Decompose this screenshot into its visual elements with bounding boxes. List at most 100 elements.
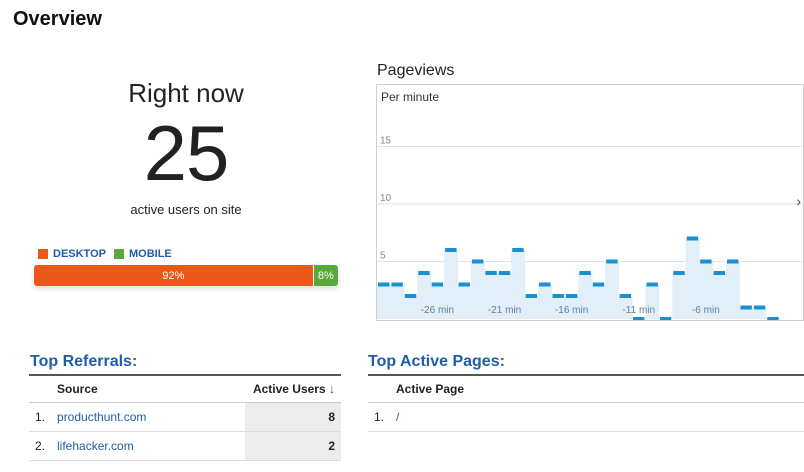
top-referrals-title: Top Referrals:: [30, 353, 138, 370]
data-point: [579, 271, 591, 275]
data-point: [767, 317, 779, 320]
referral-source[interactable]: producthunt.com: [51, 402, 245, 432]
desktop-swatch: [38, 249, 48, 259]
pageviews-title: Pageviews: [377, 62, 455, 79]
data-bar: [403, 296, 418, 319]
data-bar: [430, 284, 445, 319]
data-point: [552, 294, 564, 298]
y-tick-label: 5: [380, 251, 386, 262]
y-tick-label: 10: [380, 193, 392, 204]
x-tick-label: -26 min: [421, 305, 454, 316]
data-point: [700, 259, 712, 264]
x-tick-label: -6 min: [692, 305, 720, 316]
data-point: [753, 305, 766, 310]
data-point: [619, 294, 632, 298]
mobile-share-segment[interactable]: 8%: [312, 265, 338, 286]
data-point: [404, 294, 417, 298]
data-bar: [605, 261, 620, 319]
active-users-count: 25: [143, 109, 230, 197]
data-bar: [390, 284, 405, 319]
data-bar: [497, 273, 512, 319]
data-bar: [564, 296, 579, 319]
data-point: [391, 282, 403, 287]
col-active-users[interactable]: Active Users ↓: [245, 375, 341, 403]
data-point: [673, 271, 685, 275]
data-bar: [551, 296, 566, 319]
active-page-link[interactable]: /: [396, 409, 400, 424]
row-rank: 1.: [29, 402, 52, 432]
data-bar: [511, 250, 526, 319]
page-title: Overview: [13, 8, 102, 30]
data-point: [565, 294, 578, 298]
legend-desktop-label: DESKTOP: [53, 248, 106, 260]
data-bar: [417, 273, 432, 319]
referral-users: 8: [245, 402, 341, 432]
data-point: [458, 282, 470, 287]
legend-mobile-label: MOBILE: [128, 248, 172, 260]
col-rank: [29, 375, 52, 403]
data-point: [740, 305, 752, 310]
data-bar: [618, 296, 633, 319]
table-row: 2. lifehacker.com 2: [29, 431, 341, 461]
col-rank: [368, 375, 391, 403]
data-point: [498, 271, 511, 275]
data-point: [633, 317, 645, 320]
data-point: [539, 282, 551, 287]
data-bar: [645, 284, 660, 319]
row-rank: 1.: [368, 402, 391, 432]
x-tick-label: -21 min: [488, 305, 521, 316]
data-bar: [578, 273, 593, 319]
data-point: [431, 282, 444, 287]
data-point: [485, 271, 497, 275]
data-point: [525, 294, 538, 298]
data-bar: [712, 273, 727, 319]
data-point: [686, 236, 699, 241]
pageviews-chart[interactable]: Per minute 5 10 15 -26 min -21 min -16 min -11 …: [376, 84, 804, 321]
active-page-path[interactable]: /: [390, 402, 804, 432]
pageviews-chart-svg: Per minute 5 10 15 -26 min -21 min -16 min -11 …: [377, 90, 803, 320]
data-bar: [538, 284, 553, 319]
data-bar: [484, 273, 499, 319]
y-tick-label: 15: [380, 136, 392, 147]
data-bar: [591, 284, 606, 319]
table-header-row: Source Active Users ↓: [29, 375, 341, 403]
row-rank: 2.: [29, 431, 52, 461]
data-point: [445, 248, 457, 252]
data-point: [606, 259, 618, 264]
desktop-share-segment[interactable]: 92%: [34, 265, 313, 286]
table-header-row: Active Page: [368, 375, 804, 403]
data-point: [378, 282, 390, 287]
x-tick-label: -11 min: [622, 305, 655, 316]
active-users-label: active users on site: [130, 202, 242, 217]
chevron-right-icon[interactable]: ›: [796, 193, 801, 209]
referral-link[interactable]: producthunt.com: [57, 409, 147, 424]
col-source[interactable]: Source: [51, 375, 245, 403]
table-row: 1. /: [368, 402, 804, 432]
mobile-swatch: [113, 249, 124, 259]
top-active-pages-title: Top Active Pages:: [368, 353, 505, 370]
referral-link[interactable]: lifehacker.com: [57, 438, 134, 453]
data-point: [727, 259, 739, 264]
data-point: [471, 259, 484, 264]
legend-mobile: MOBILE: [113, 248, 172, 260]
data-bar: [524, 296, 539, 319]
referral-users: 2: [245, 431, 341, 461]
col-active-users-label: Active Users: [252, 381, 326, 396]
right-now-heading: Right now: [128, 78, 244, 108]
device-share-bar: 92% 8%: [34, 265, 338, 286]
device-legend: DESKTOP MOBILE: [38, 248, 180, 260]
legend-desktop: DESKTOP: [38, 248, 106, 260]
data-bar: [685, 238, 700, 319]
referral-source[interactable]: lifehacker.com: [51, 431, 245, 461]
table-row: 1. producthunt.com 8: [29, 402, 341, 432]
data-point: [646, 282, 658, 287]
top-active-pages-table: Active Page 1. /: [368, 374, 804, 432]
data-bar: [752, 307, 767, 319]
top-referrals-table: Source Active Users ↓ 1. producthunt.com…: [29, 374, 341, 461]
data-point: [713, 271, 726, 275]
col-active-page[interactable]: Active Page: [390, 375, 804, 403]
data-bar: [699, 261, 714, 319]
arrow-down-icon: ↓: [329, 381, 335, 396]
data-bar: [377, 284, 391, 319]
data-point: [592, 282, 605, 287]
